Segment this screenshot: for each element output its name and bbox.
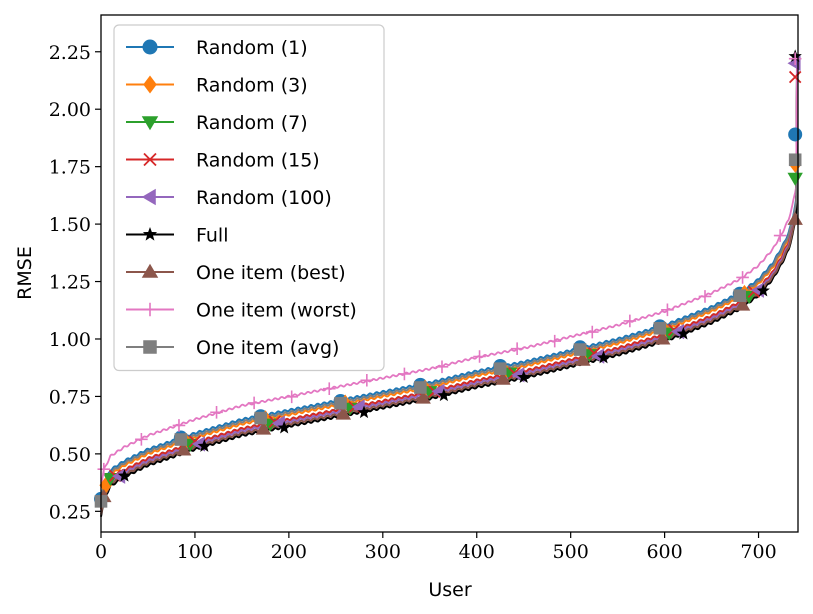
series-marker: [437, 388, 451, 402]
y-tick-label: 2.25: [49, 42, 91, 64]
x-tick-label: 500: [553, 541, 589, 563]
series-marker: [277, 420, 291, 434]
y-axis-label: RMSE: [14, 246, 36, 300]
x-tick-label: 400: [459, 541, 495, 563]
y-tick-label: 0.25: [49, 501, 91, 523]
series-marker: [661, 303, 674, 317]
series-marker: [585, 325, 599, 339]
series-marker: [575, 352, 591, 366]
x-axis: 0 100 200 300 400 500 600 700: [95, 532, 777, 563]
series-marker: [573, 343, 587, 356]
series-marker: [197, 439, 211, 452]
x-tick-label: 300: [365, 541, 401, 563]
plot-frame: [100, 14, 799, 533]
series-marker: [473, 350, 486, 363]
plot-lines: [100, 56, 799, 517]
x-tick-label: 200: [271, 541, 307, 563]
series-marker: [210, 405, 223, 419]
y-tick-label: 1.50: [49, 214, 91, 236]
series-marker: [247, 396, 261, 410]
y-tick-label: 0.75: [49, 386, 91, 408]
series-marker: [756, 283, 770, 297]
legend-label: Full: [196, 225, 229, 247]
series-marker: [322, 382, 336, 395]
series-marker: [174, 433, 188, 446]
series-marker: [787, 211, 803, 225]
series-marker: [787, 172, 803, 186]
series-marker: [698, 290, 712, 303]
y-tick-label: 1.00: [49, 329, 91, 351]
y-tick-label: 2.00: [49, 99, 91, 121]
series-marker: [255, 421, 272, 435]
series-line-random-1: [100, 134, 799, 500]
series-marker: [733, 289, 747, 302]
legend-label: One item (best): [196, 262, 346, 284]
legend-marker: [141, 116, 159, 131]
x-axis-label: User: [428, 579, 471, 601]
legend-label: One item (worst): [196, 300, 357, 322]
legend-label: Random (7): [196, 112, 308, 134]
series-marker: [788, 127, 803, 142]
series-marker: [335, 406, 352, 420]
y-tick-label: 0.50: [49, 444, 91, 466]
legend-label: One item (avg): [196, 337, 339, 359]
series-marker: [510, 342, 524, 355]
series-marker: [435, 360, 449, 374]
legend-marker: [143, 302, 157, 317]
series-marker: [676, 326, 691, 340]
series-marker: [788, 153, 802, 167]
series-marker: [254, 411, 267, 425]
legend: Random (1) Random (3) Random (7) Random (15…: [113, 24, 385, 372]
legend-label: Random (15): [196, 150, 320, 172]
legend-marker: [141, 188, 156, 206]
legend-marker: [142, 227, 158, 241]
legend-box: [113, 24, 385, 372]
x-tick-label: 600: [646, 541, 682, 563]
series-marker: [135, 433, 148, 446]
series-marker: [415, 390, 431, 404]
series-marker: [97, 462, 111, 476]
series-line-one-item-avg: [100, 159, 799, 502]
legend-marker: [142, 39, 158, 55]
series-marker: [398, 367, 411, 381]
legend-label: Random (100): [196, 187, 332, 209]
series-marker: [175, 442, 192, 456]
series-marker: [788, 52, 802, 65]
series-marker: [517, 370, 531, 384]
series-marker: [493, 362, 507, 375]
legend-label: Random (3): [196, 75, 308, 97]
series-marker: [285, 390, 298, 404]
series-marker: [357, 405, 371, 419]
legend-marker: [143, 152, 157, 167]
y-tick-label: 1.75: [49, 157, 91, 179]
series-marker: [360, 373, 374, 387]
x-tick-label: 0: [95, 541, 107, 563]
legend-marker: [143, 75, 157, 94]
series-marker: [773, 229, 787, 242]
series-marker: [334, 396, 347, 410]
series-marker: [172, 419, 186, 432]
legend-label: Random (1): [196, 37, 308, 59]
series-marker: [788, 70, 802, 84]
series-marker: [655, 331, 671, 345]
x-tick-label: 700: [740, 541, 776, 563]
series-line-random-3: [100, 164, 799, 505]
y-tick-label: 1.25: [49, 272, 91, 294]
series-marker: [414, 381, 427, 394]
legend-marker: [141, 263, 159, 278]
series-marker: [653, 321, 667, 335]
y-axis: 0.25 0.50 0.75 1.00 1.25 1.50 1.75 2.00 2.25: [49, 42, 101, 523]
series-marker: [736, 271, 749, 284]
series-marker: [734, 297, 751, 311]
series-marker: [548, 334, 562, 348]
legend-marker: [143, 340, 157, 354]
series-marker: [495, 371, 511, 385]
series-marker: [596, 350, 611, 364]
x-tick-label: 100: [177, 541, 213, 563]
series-marker: [623, 314, 637, 328]
series-marker: [117, 468, 132, 482]
plot-markers: [94, 49, 803, 508]
